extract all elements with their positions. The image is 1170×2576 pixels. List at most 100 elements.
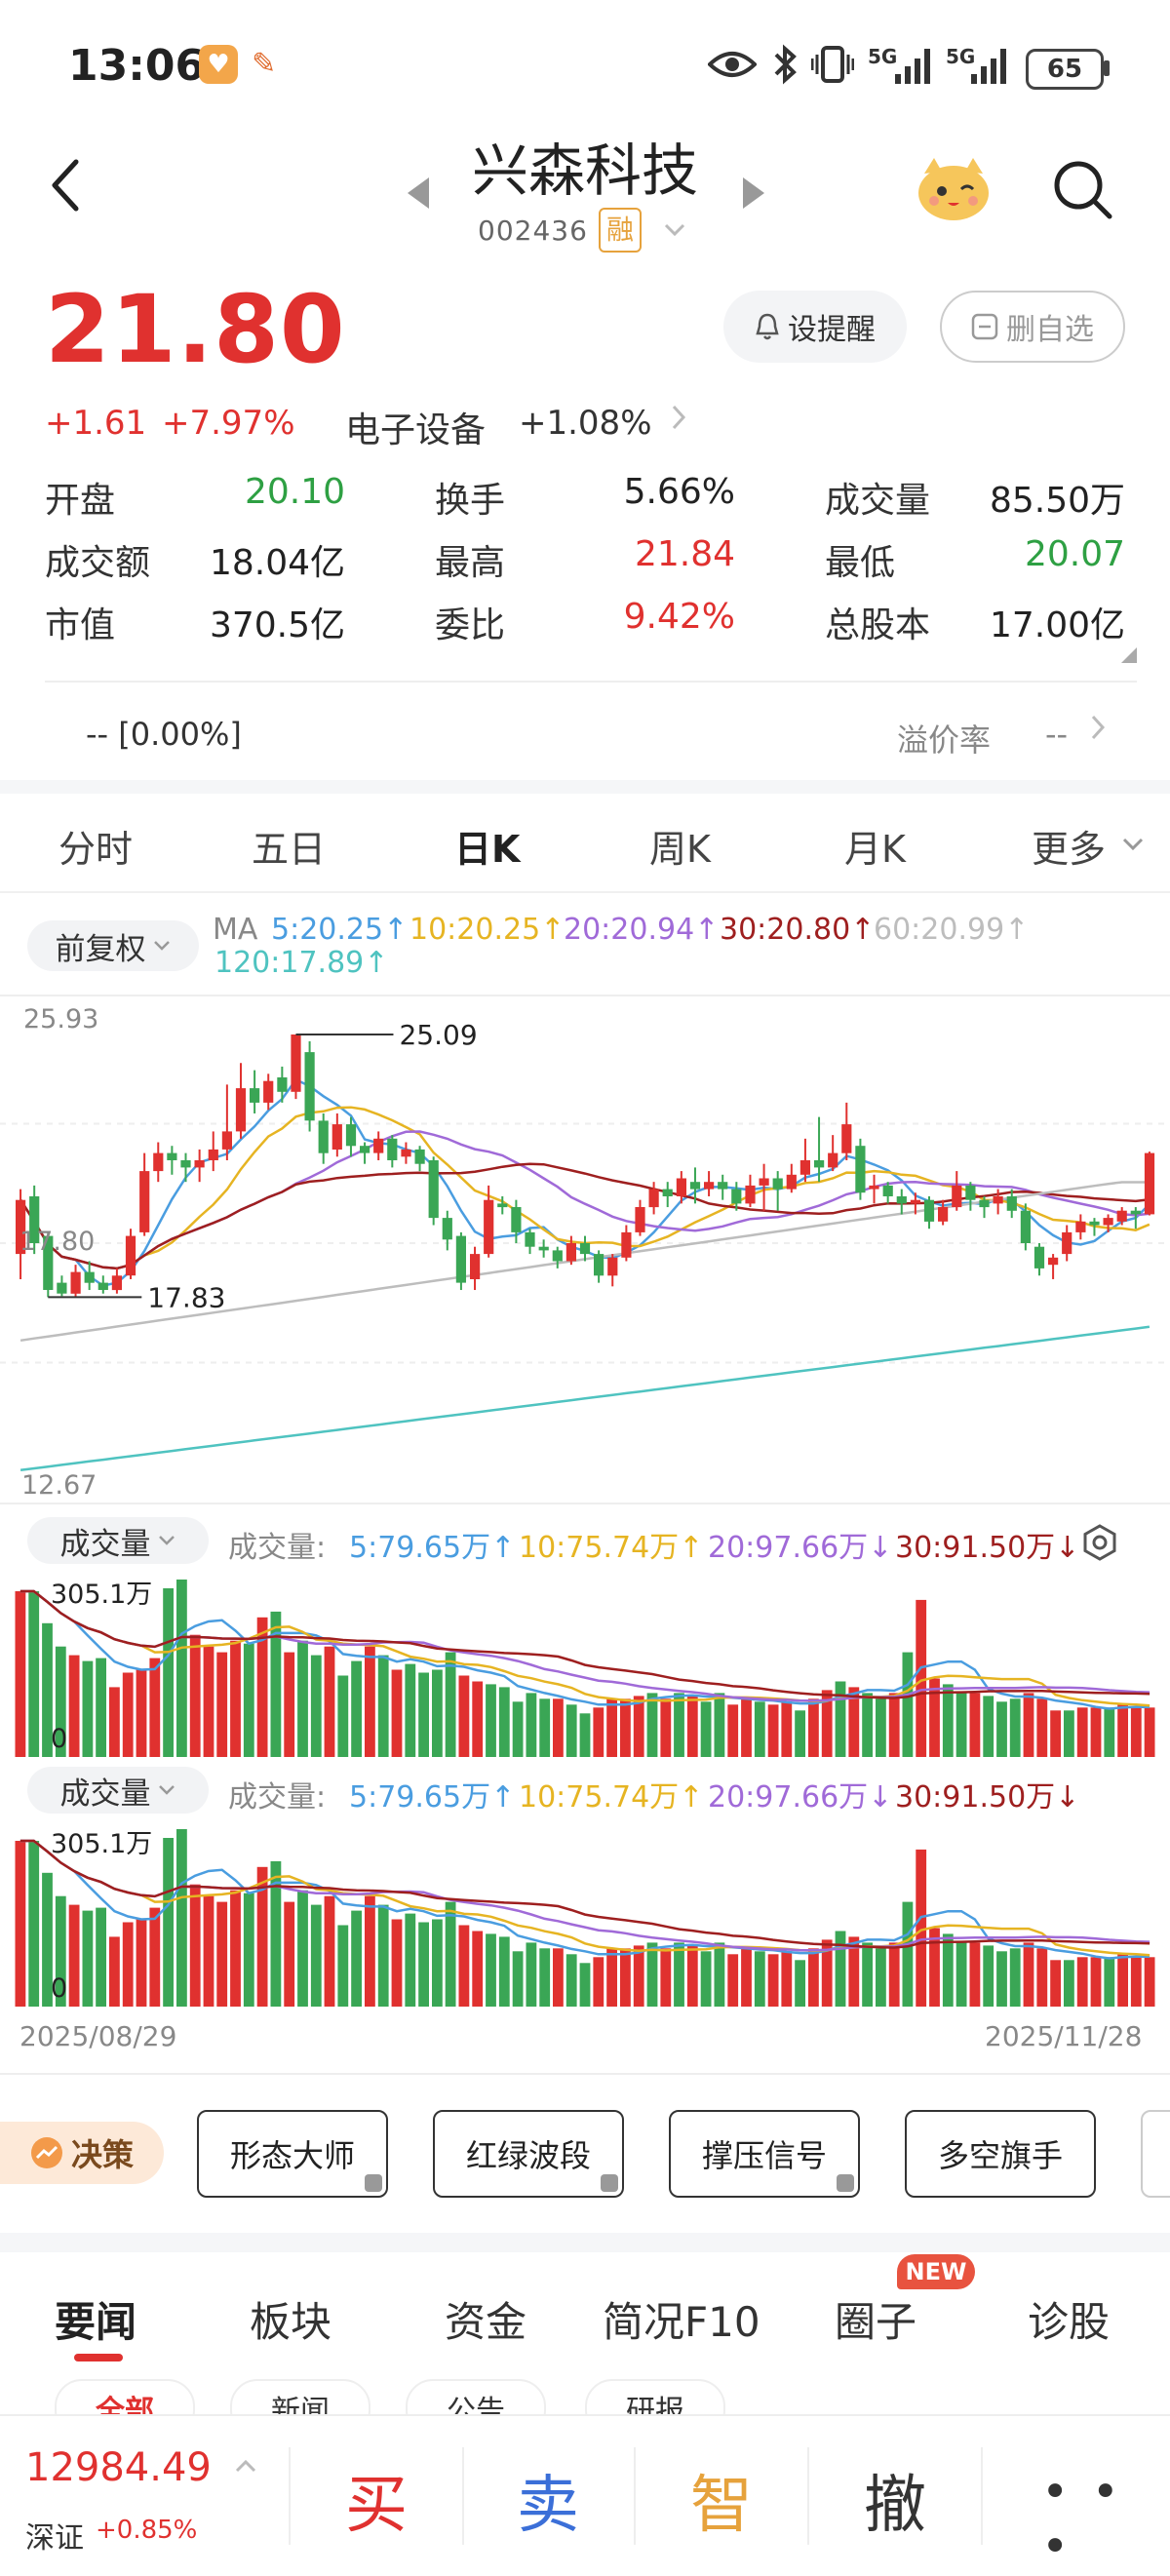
candle [1103,1218,1113,1226]
news-tab-circle[interactable]: 圈子 [835,2298,917,2346]
sector-name[interactable]: 电子设备 [345,410,487,450]
next-stock-icon[interactable] [739,174,768,213]
candle [1089,1221,1100,1226]
volume-bar [391,1919,403,2007]
decision-tag[interactable]: 决策 [0,2122,164,2184]
tab-intraday[interactable]: 分时 [58,828,134,871]
y-axis-max-label: 25.93 [23,1004,98,1034]
vibrate-icon [810,45,855,93]
tool-support-pressure[interactable]: 撑压信号 [669,2110,860,2198]
tool-long-short-flag[interactable]: 多空旗手 [905,2110,1096,2198]
index-value[interactable]: 12984.49 [25,2445,212,2490]
volume-bar [835,1931,846,2007]
news-tab-funds[interactable]: 资金 [445,2298,527,2346]
chevron-right-icon[interactable] [671,404,686,439]
volume-bar [432,1669,443,1757]
chevron-down-icon [158,1785,175,1795]
candle [896,1196,907,1204]
volume-bar [727,1704,739,1757]
candle [111,1275,122,1291]
volume-bar [1036,1948,1048,2007]
volume-bar [256,1617,268,1757]
tab-five-day[interactable]: 五日 [252,828,327,871]
volume-bar [230,1640,241,1757]
candle [1075,1221,1086,1232]
prev-stock-icon[interactable] [404,174,433,213]
volume-selector-label: 成交量 [59,1526,151,1562]
expand-corner-icon[interactable] [1121,647,1137,663]
tab-monthly-k[interactable]: 月K [844,828,906,871]
margin-badge: 融 [599,208,642,253]
sell-button[interactable]: 卖 [517,2470,579,2542]
news-tab-f10[interactable]: 简况F10 [603,2298,760,2346]
tool-pattern-master[interactable]: 形态大师 [197,2110,388,2198]
adjust-selector[interactable]: 前复权 [27,920,199,971]
settings-icon[interactable] [1080,1523,1119,1562]
remove-watchlist-button[interactable]: 删自选 [940,291,1125,363]
back-icon[interactable] [47,156,86,215]
volume-bar [996,1951,1007,2007]
bottom-trade-bar [0,2414,1170,2576]
search-icon[interactable] [1051,158,1115,222]
buy-button[interactable]: 买 [345,2470,408,2542]
volume-bar [122,1672,134,1757]
volume-bar [781,1951,793,2007]
volume-bar [243,1893,254,2007]
adjust-label: 前复权 [55,931,146,967]
news-tab-sector[interactable]: 板块 [250,2298,332,2346]
news-tab-headlines[interactable]: 要闻 [55,2298,137,2346]
candle [965,1185,976,1200]
mascot-icon[interactable] [915,154,993,224]
smart-button[interactable]: 智 [690,2470,753,2542]
volume-bar [432,1919,443,2007]
tool-red-green-wave[interactable]: 红绿波段 [433,2110,624,2198]
volume-bar [109,1936,120,2007]
vol-ma-20-2: 20:97.66万↓ [708,1780,893,1815]
volume-bar [646,1942,658,2007]
quote-label-volume: 成交量 [825,481,931,521]
candle [607,1257,618,1276]
quote-value-high: 21.84 [634,534,735,574]
volume-bar [1009,1698,1021,1757]
quote-value-turnover-rate: 5.66% [623,472,735,512]
tab-more[interactable]: 更多 [1032,828,1107,871]
set-alert-button[interactable]: 设提醒 [723,291,907,363]
volume-bar [660,1948,672,2007]
volume-bar [942,1684,954,1757]
volume-bar [55,1895,66,2007]
volume-chart-2[interactable]: 305.1万 0 [0,1821,1170,2009]
chevron-right-icon[interactable] [1090,714,1106,749]
volume-bar [1023,1942,1034,2007]
volume-bar [821,1939,833,2007]
more-menu-icon[interactable]: • • • [1041,2465,1123,2574]
volume-selector-2[interactable]: 成交量 [27,1767,209,1814]
candle [952,1185,962,1208]
volume-chart-1[interactable]: 305.1万 0 [0,1572,1170,1759]
chevron-down-icon[interactable] [663,216,686,244]
cancel-order-button[interactable]: 撤 [864,2470,926,2542]
volume-bar [1036,1698,1048,1757]
kline-chart[interactable]: 25.93 17.80 12.67 25.09 17.83 [0,995,1170,1511]
candle [428,1160,439,1219]
chevron-up-icon[interactable] [234,2447,257,2481]
volume-bar [767,1954,779,2007]
tool-next-partial[interactable] [1141,2110,1170,2198]
news-tab-diagnosis[interactable]: 诊股 [1028,2298,1111,2346]
premium-label: 溢价率 [897,722,992,759]
chevron-down-icon[interactable] [1121,827,1145,859]
quote-value-order-ratio: 9.42% [623,597,735,637]
volume-bar [176,1580,187,1757]
sector-change[interactable]: +1.08% [519,404,652,443]
candle [360,1146,370,1153]
volume-ma10-line [20,1839,1150,1957]
trend-up-icon [30,2137,62,2168]
volume-selector-1[interactable]: 成交量 [27,1517,209,1564]
new-badge: NEW [897,2254,975,2289]
price-change-pct: +7.97% [162,404,295,443]
tab-daily-k[interactable]: 日K [454,828,521,871]
volume-bar [606,1948,617,2007]
volume-bar [1064,1960,1074,2007]
tab-weekly-k[interactable]: 周K [649,828,711,871]
ma120-line [20,1325,1150,1472]
volume-bar [1076,1957,1088,2007]
